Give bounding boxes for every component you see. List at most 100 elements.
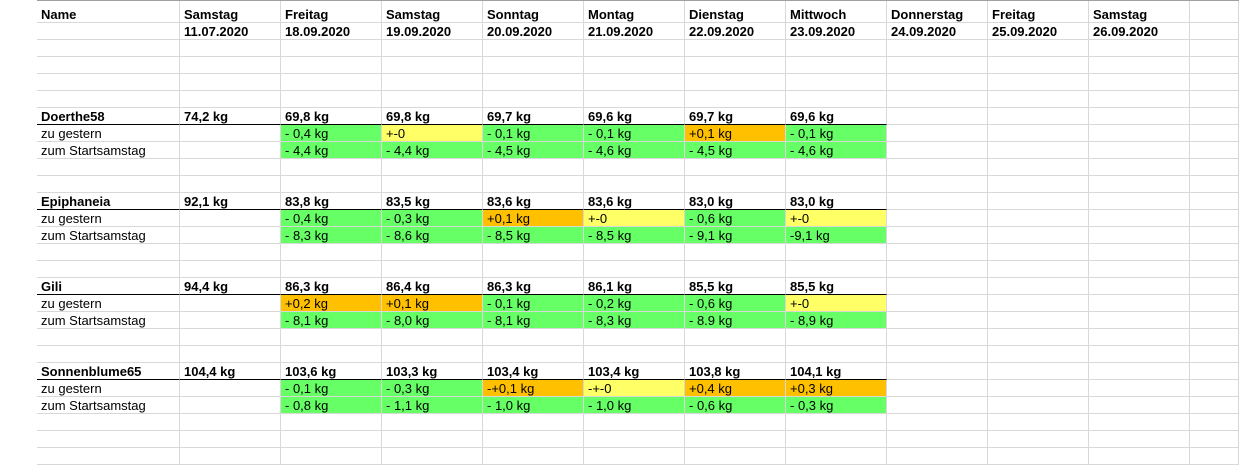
label-vs-yesterday[interactable]: zu gestern [37, 380, 180, 397]
sheet-cell[interactable] [281, 74, 382, 91]
diff-start[interactable]: - 8.9 kg [685, 312, 786, 329]
sheet-cell[interactable] [180, 397, 281, 414]
sheet-cell[interactable] [988, 346, 1089, 363]
diff-start[interactable]: - 8,1 kg [483, 312, 584, 329]
column-header-name[interactable]: Name [37, 1, 180, 23]
sheet-cell[interactable] [281, 40, 382, 57]
diff-start[interactable]: - 4,5 kg [483, 142, 584, 159]
diff-yesterday[interactable]: +0,4 kg [685, 380, 786, 397]
person-name[interactable]: Sonnenblume65 [37, 363, 180, 380]
sheet-cell[interactable] [37, 244, 180, 261]
weight-value[interactable]: 69,8 kg [382, 108, 483, 125]
sheet-cell[interactable] [281, 91, 382, 108]
weight-value[interactable]: 85,5 kg [786, 278, 887, 295]
sheet-cell[interactable] [483, 414, 584, 431]
sheet-cell[interactable] [887, 431, 988, 448]
sheet-cell[interactable] [685, 74, 786, 91]
sheet-cell[interactable] [887, 108, 988, 125]
diff-start[interactable]: - 8,5 kg [584, 227, 685, 244]
diff-yesterday[interactable]: +0,2 kg [281, 295, 382, 312]
sheet-cell[interactable] [1089, 414, 1190, 431]
sheet-cell[interactable] [37, 346, 180, 363]
weight-value[interactable]: 83,6 kg [483, 193, 584, 210]
sheet-cell[interactable] [584, 74, 685, 91]
diff-start[interactable]: - 8,1 kg [281, 312, 382, 329]
sheet-cell[interactable] [988, 57, 1089, 74]
sheet-cell[interactable] [37, 159, 180, 176]
sheet-cell[interactable] [988, 278, 1089, 295]
sheet-cell[interactable] [382, 414, 483, 431]
sheet-cell[interactable] [1190, 91, 1239, 108]
sheet-cell[interactable] [1089, 108, 1190, 125]
diff-yesterday[interactable]: - 0,1 kg [281, 380, 382, 397]
weight-value[interactable]: 103,4 kg [483, 363, 584, 380]
weight-value[interactable]: 83,0 kg [685, 193, 786, 210]
weight-value[interactable]: 86,3 kg [281, 278, 382, 295]
sheet-cell[interactable] [1190, 227, 1239, 244]
sheet-cell[interactable] [1190, 329, 1239, 346]
sheet-cell[interactable] [584, 57, 685, 74]
start-weight[interactable]: 74,2 kg [180, 108, 281, 125]
sheet-cell[interactable] [887, 414, 988, 431]
diff-start[interactable]: - 1,1 kg [382, 397, 483, 414]
diff-yesterday[interactable]: +0,1 kg [483, 210, 584, 227]
diff-start[interactable]: - 8,0 kg [382, 312, 483, 329]
sheet-cell[interactable] [988, 40, 1089, 57]
sheet-cell[interactable] [887, 278, 988, 295]
diff-start[interactable]: - 0,8 kg [281, 397, 382, 414]
start-weight[interactable]: 92,1 kg [180, 193, 281, 210]
sheet-cell[interactable] [887, 295, 988, 312]
sheet-cell[interactable] [887, 159, 988, 176]
label-vs-yesterday[interactable]: zu gestern [37, 125, 180, 142]
sheet-cell[interactable] [180, 227, 281, 244]
sheet-cell[interactable] [1089, 244, 1190, 261]
sheet-cell[interactable] [988, 431, 1089, 448]
sheet-cell[interactable] [281, 57, 382, 74]
diff-yesterday[interactable]: - 0,1 kg [584, 125, 685, 142]
diff-yesterday[interactable]: - 0,4 kg [281, 125, 382, 142]
sheet-cell[interactable] [1089, 193, 1190, 210]
sheet-cell[interactable] [483, 176, 584, 193]
sheet-cell[interactable] [887, 40, 988, 57]
sheet-cell[interactable] [483, 448, 584, 465]
sheet-cell[interactable] [786, 57, 887, 74]
diff-yesterday[interactable]: - 0,3 kg [382, 380, 483, 397]
sheet-cell[interactable] [37, 74, 180, 91]
diff-start[interactable]: - 8,5 kg [483, 227, 584, 244]
sheet-cell[interactable] [988, 74, 1089, 91]
sheet-cell[interactable] [180, 244, 281, 261]
sheet-cell[interactable] [988, 414, 1089, 431]
weight-value[interactable]: 83,5 kg [382, 193, 483, 210]
sheet-cell[interactable] [685, 414, 786, 431]
sheet-cell[interactable] [1089, 227, 1190, 244]
diff-start[interactable]: -9,1 kg [786, 227, 887, 244]
sheet-cell[interactable] [1190, 108, 1239, 125]
person-name[interactable]: Epiphaneia [37, 193, 180, 210]
sheet-cell[interactable] [887, 210, 988, 227]
sheet-cell[interactable] [37, 414, 180, 431]
column-header-day[interactable]: Sonntag [483, 1, 584, 23]
sheet-cell[interactable] [887, 397, 988, 414]
weight-value[interactable]: 86,1 kg [584, 278, 685, 295]
sheet-cell[interactable] [887, 363, 988, 380]
weight-value[interactable]: 69,6 kg [584, 108, 685, 125]
diff-start[interactable]: - 8,6 kg [382, 227, 483, 244]
column-header-day[interactable]: Mittwoch [786, 1, 887, 23]
weight-value[interactable]: 69,6 kg [786, 108, 887, 125]
sheet-cell[interactable] [180, 91, 281, 108]
sheet-cell[interactable] [685, 91, 786, 108]
sheet-cell[interactable] [1089, 74, 1190, 91]
sheet-cell[interactable] [988, 193, 1089, 210]
diff-start[interactable]: - 0,3 kg [786, 397, 887, 414]
sheet-cell[interactable] [37, 57, 180, 74]
diff-yesterday[interactable]: - 0,2 kg [584, 295, 685, 312]
sheet-cell[interactable] [887, 312, 988, 329]
sheet-cell[interactable] [180, 210, 281, 227]
sheet-cell[interactable] [1190, 346, 1239, 363]
sheet-cell[interactable] [685, 431, 786, 448]
sheet-cell[interactable] [1190, 295, 1239, 312]
sheet-cell[interactable] [988, 380, 1089, 397]
diff-yesterday[interactable]: - 0,3 kg [382, 210, 483, 227]
sheet-cell[interactable] [382, 74, 483, 91]
sheet-cell[interactable] [887, 193, 988, 210]
